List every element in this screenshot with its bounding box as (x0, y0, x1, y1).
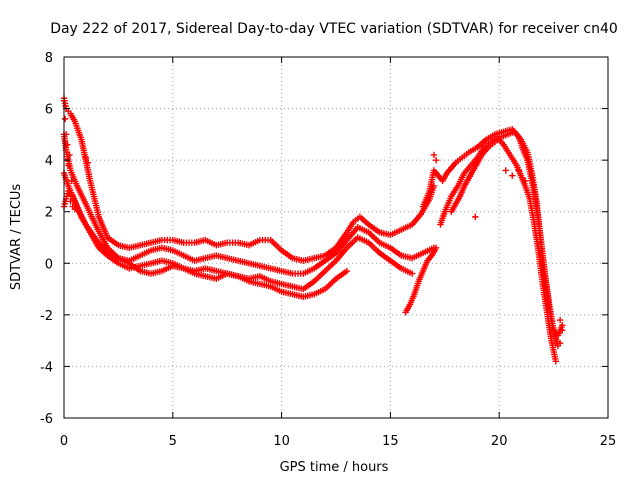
series-rise-h (448, 128, 564, 349)
data-point (84, 159, 92, 166)
data-point (552, 340, 559, 347)
data-point (64, 141, 71, 148)
x-tick-label: 15 (382, 434, 399, 449)
y-tick-label: 2 (45, 206, 53, 221)
data-point (68, 177, 75, 184)
plot-frame (63, 56, 609, 419)
data-point (472, 213, 479, 221)
data-point (515, 167, 522, 174)
series-track-c (60, 169, 416, 293)
data-marks (60, 95, 566, 365)
x-axis-label: GPS time / hours (280, 460, 389, 475)
series-rise-g (437, 133, 559, 365)
y-axis-label: SDTVAR / TECUs (9, 184, 24, 291)
axes (63, 56, 609, 419)
x-tick-label: 5 (169, 434, 177, 449)
data-point (432, 244, 440, 252)
data-point (82, 154, 89, 161)
x-tick-label: 20 (491, 434, 508, 449)
data-point (559, 327, 566, 334)
series-track-b (60, 131, 438, 277)
data-point (408, 270, 416, 277)
x-tick-label: 25 (600, 434, 617, 449)
y-tick-label: 8 (45, 51, 53, 66)
y-tick-label: 0 (45, 257, 53, 272)
data-point (502, 167, 509, 174)
data-point (509, 172, 516, 179)
grid-lines (64, 57, 608, 418)
y-tick-label: -6 (40, 412, 53, 427)
chart-title: Day 222 of 2017, Sidereal Day-to-day VTE… (50, 21, 618, 37)
y-tick-label: -2 (40, 309, 53, 324)
data-point (61, 115, 69, 123)
data-point (71, 205, 79, 213)
tick-labels: 0 5 10 15 20 25 -6 -4 -2 0 2 4 6 8 (40, 51, 616, 449)
series-rise-e (402, 244, 440, 316)
series-track-a (60, 95, 438, 264)
series-track-d (60, 187, 351, 301)
data-point (430, 151, 438, 159)
data-point (343, 267, 351, 275)
data-point (522, 177, 529, 184)
data-point (432, 156, 440, 164)
data-point (65, 162, 72, 169)
x-tick-label: 0 (60, 434, 68, 449)
y-tick-label: 4 (45, 154, 53, 169)
y-tick-label: -4 (40, 360, 53, 375)
data-point (556, 316, 564, 324)
series-rise-f (419, 126, 566, 339)
data-point (552, 358, 559, 365)
data-point (66, 151, 73, 159)
y-tick-label: 6 (45, 103, 53, 118)
x-tick-label: 10 (273, 434, 290, 449)
data-point (67, 198, 74, 205)
